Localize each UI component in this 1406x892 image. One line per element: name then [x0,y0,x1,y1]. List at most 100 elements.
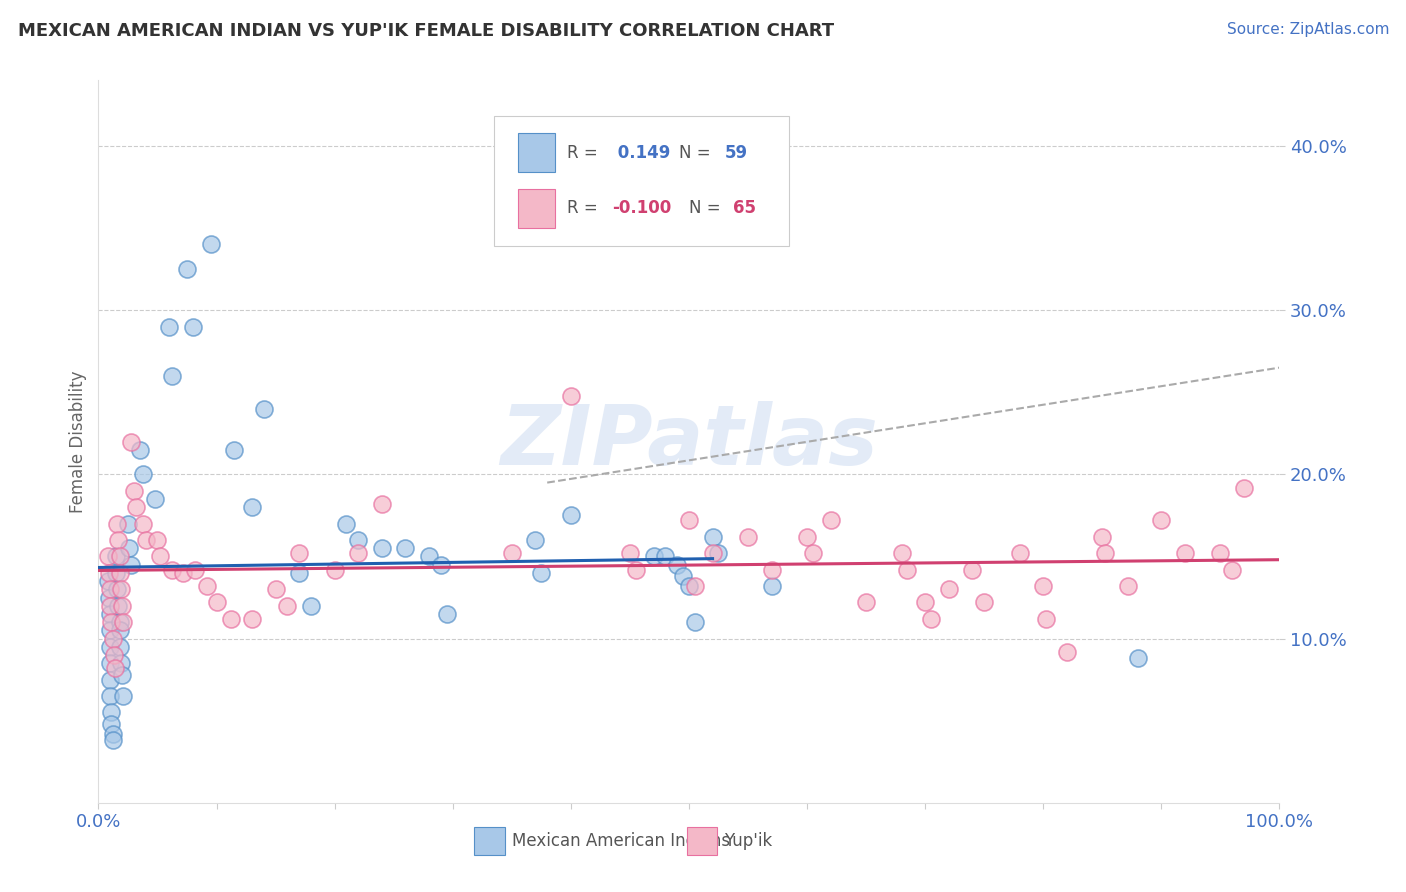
Point [195,579,218,593]
Text: 65: 65 [733,199,755,218]
Text: Mexican American Indians: Mexican American Indians [512,832,730,850]
Point [98,624,121,638]
Point [1150,513,1173,527]
Text: R =: R = [567,199,603,218]
Point [914,595,936,609]
Point [105,549,128,564]
Point [253,401,276,416]
Point [938,582,960,597]
Point [103,648,125,662]
Point [801,546,824,560]
Point [200,237,222,252]
Point [160,368,183,383]
Point [501,546,523,560]
Text: Source: ZipAtlas.com: Source: ZipAtlas.com [1226,22,1389,37]
Point [702,546,724,560]
Point [654,549,676,564]
Point [1091,530,1114,544]
Point [111,667,134,681]
Point [125,500,148,515]
Point [288,546,311,560]
Point [107,533,129,547]
FancyBboxPatch shape [494,117,789,246]
Point [105,566,128,580]
Point [181,319,204,334]
Point [1233,481,1256,495]
Point [110,582,132,597]
Point [707,546,730,560]
Point [430,558,453,572]
Point [205,595,228,609]
Point [157,319,180,334]
Point [276,599,298,613]
Point [672,569,695,583]
Point [890,546,912,560]
FancyBboxPatch shape [517,189,555,227]
Point [240,500,263,515]
Point [101,733,124,747]
Point [524,533,547,547]
Text: 0.149: 0.149 [612,144,671,161]
Text: N =: N = [679,144,717,161]
FancyBboxPatch shape [517,134,555,172]
Point [962,563,984,577]
Point [335,516,357,531]
Point [98,566,121,580]
Point [1094,546,1116,560]
Text: MEXICAN AMERICAN INDIAN VS YUP'IK FEMALE DISABILITY CORRELATION CHART: MEXICAN AMERICAN INDIAN VS YUP'IK FEMALE… [18,22,834,40]
Point [121,434,143,449]
Point [121,558,143,572]
Point [122,483,145,498]
Point [1032,579,1054,593]
Point [347,533,370,547]
Point [371,497,394,511]
Point [683,579,706,593]
Point [117,516,139,531]
Point [219,612,242,626]
Point [299,599,322,613]
Text: Yup'ik: Yup'ik [724,832,773,850]
Point [347,546,370,560]
FancyBboxPatch shape [474,827,505,855]
Point [240,612,263,626]
Point [105,582,128,597]
Point [643,549,665,564]
Point [98,599,121,613]
Text: 59: 59 [724,144,748,161]
Point [143,491,166,506]
Point [132,516,155,531]
Point [1035,612,1057,626]
Point [418,549,440,564]
Point [108,624,131,638]
Point [560,388,582,402]
Point [98,673,121,687]
Point [288,566,311,580]
Point [855,595,877,609]
Point [371,541,394,556]
Text: N =: N = [689,199,725,218]
Point [796,530,818,544]
Point [666,558,689,572]
Point [619,546,641,560]
Point [560,508,582,523]
Point [264,582,287,597]
Point [176,262,198,277]
Point [98,582,121,597]
Point [184,563,207,577]
Point [761,563,783,577]
Point [128,442,150,457]
Point [100,615,122,630]
Point [678,579,700,593]
Point [101,632,124,646]
Point [172,566,194,580]
Point [108,615,131,630]
Point [108,640,131,654]
Point [105,516,128,531]
Point [1174,546,1197,560]
Point [100,706,122,720]
Point [820,513,842,527]
Text: R =: R = [567,144,603,161]
Point [1116,579,1139,593]
Point [118,541,141,556]
Point [1220,563,1243,577]
